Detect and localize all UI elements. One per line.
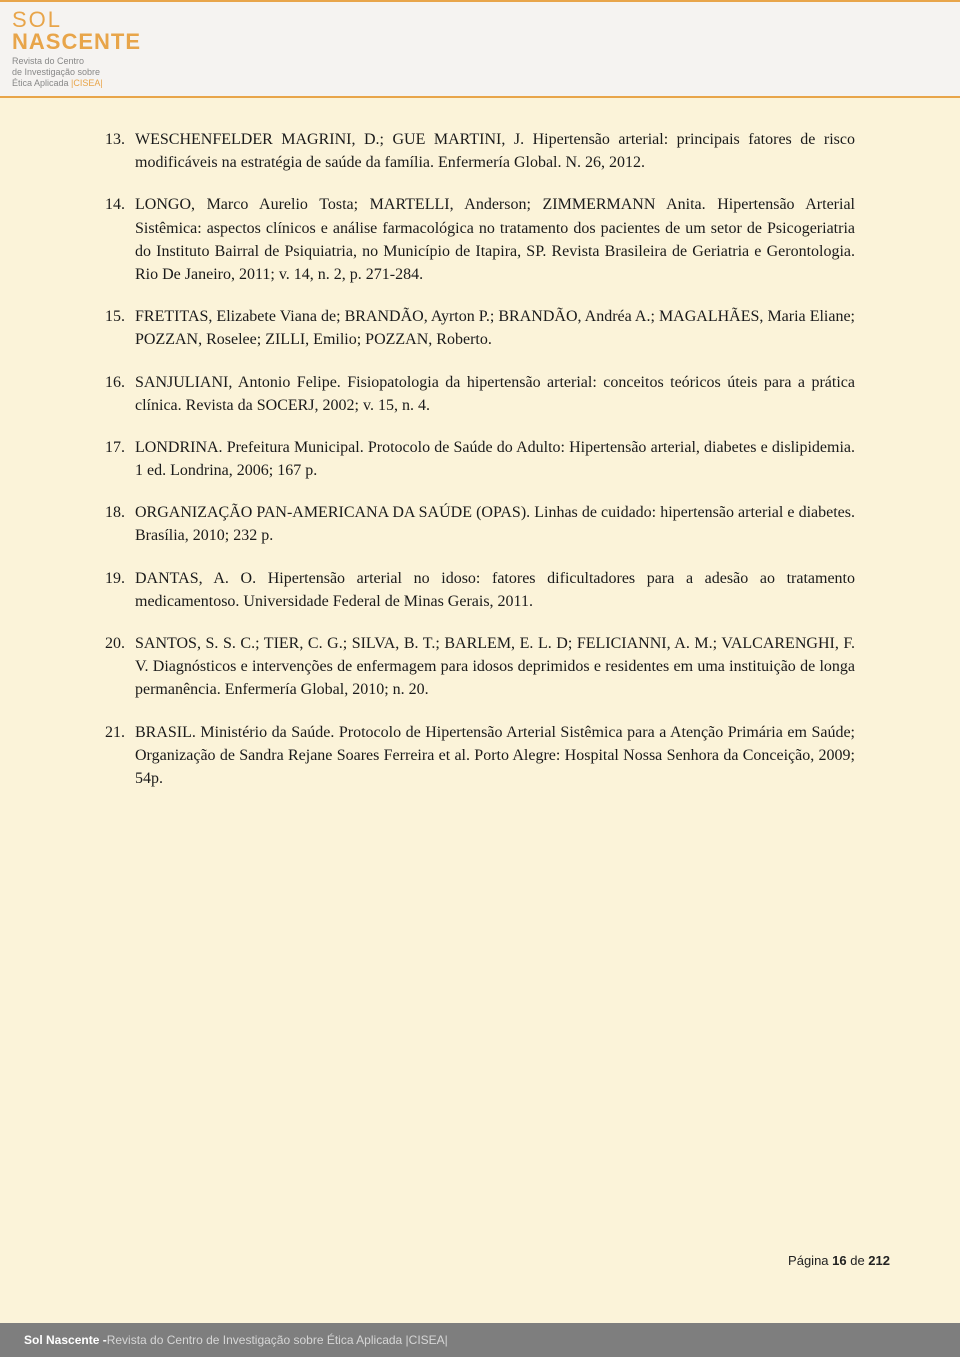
ref-number: 15. (105, 305, 125, 328)
logo-subtitle: Revista do Centro de Investigação sobre … (12, 56, 141, 90)
ref-text: FRETITAS, Elizabete Viana de; BRANDÃO, A… (135, 308, 855, 348)
ref-number: 19. (105, 567, 125, 590)
ref-number: 16. (105, 371, 125, 394)
reference-item: 14. LONGO, Marco Aurelio Tosta; MARTELLI,… (105, 193, 855, 286)
page-current: 16 (832, 1253, 846, 1268)
ref-number: 17. (105, 436, 125, 459)
ref-text: LONGO, Marco Aurelio Tosta; MARTELLI, An… (135, 196, 855, 283)
ref-text: SANTOS, S. S. C.; TIER, C. G.; SILVA, B.… (135, 635, 855, 698)
ref-number: 13. (105, 128, 125, 151)
ref-text: BRASIL. Ministério da Saúde. Protocolo d… (135, 724, 855, 787)
reference-item: 15. FRETITAS, Elizabete Viana de; BRANDÃO… (105, 305, 855, 351)
logo-sub-3: Ética Aplicada (12, 78, 71, 88)
page-body: 13. WESCHENFELDER MAGRINI, D.; GUE MARTIN… (0, 98, 960, 1323)
reference-item: 21. BRASIL. Ministério da Saúde. Protocol… (105, 721, 855, 791)
ref-number: 14. (105, 193, 125, 216)
footer-bar: Sol Nascente - Revista do Centro de Inve… (0, 1323, 960, 1357)
reference-item: 20. SANTOS, S. S. C.; TIER, C. G.; SILVA,… (105, 632, 855, 702)
ref-text: LONDRINA. Prefeitura Municipal. Protocol… (135, 439, 855, 479)
page-number: Página 16 de 212 (788, 1253, 890, 1268)
logo-sub-1: Revista do Centro (12, 56, 84, 66)
journal-logo: SOL NASCENTE Revista do Centro de Invest… (12, 9, 141, 90)
page-total: 212 (868, 1253, 890, 1268)
footer-subtitle: Revista do Centro de Investigação sobre … (107, 1333, 448, 1347)
ref-number: 18. (105, 501, 125, 524)
reference-item: 16. SANJULIANI, Antonio Felipe. Fisiopato… (105, 371, 855, 417)
logo-line-2: NASCENTE (12, 31, 141, 53)
reference-item: 17. LONDRINA. Prefeitura Municipal. Proto… (105, 436, 855, 482)
reference-list: 13. WESCHENFELDER MAGRINI, D.; GUE MARTIN… (105, 128, 855, 790)
reference-item: 19. DANTAS, A. O. Hipertensão arterial no… (105, 567, 855, 613)
ref-number: 21. (105, 721, 125, 744)
ref-text: DANTAS, A. O. Hipertensão arterial no id… (135, 570, 855, 610)
page-sep: de (847, 1253, 869, 1268)
ref-text: ORGANIZAÇÃO PAN-AMERICANA DA SAÚDE (OPAS… (135, 504, 855, 544)
logo-sub-tag: |CISEA| (71, 78, 103, 88)
footer-title: Sol Nascente - (24, 1333, 107, 1347)
header-band: SOL NASCENTE Revista do Centro de Invest… (0, 0, 960, 98)
reference-item: 13. WESCHENFELDER MAGRINI, D.; GUE MARTIN… (105, 128, 855, 174)
page-label-pre: Página (788, 1253, 832, 1268)
ref-text: WESCHENFELDER MAGRINI, D.; GUE MARTINI, … (135, 131, 855, 171)
ref-text: SANJULIANI, Antonio Felipe. Fisiopatolog… (135, 374, 855, 414)
reference-item: 18. ORGANIZAÇÃO PAN-AMERICANA DA SAÚDE (O… (105, 501, 855, 547)
logo-sub-2: de Investigação sobre (12, 67, 100, 77)
logo-line-1: SOL (12, 9, 141, 31)
ref-number: 20. (105, 632, 125, 655)
